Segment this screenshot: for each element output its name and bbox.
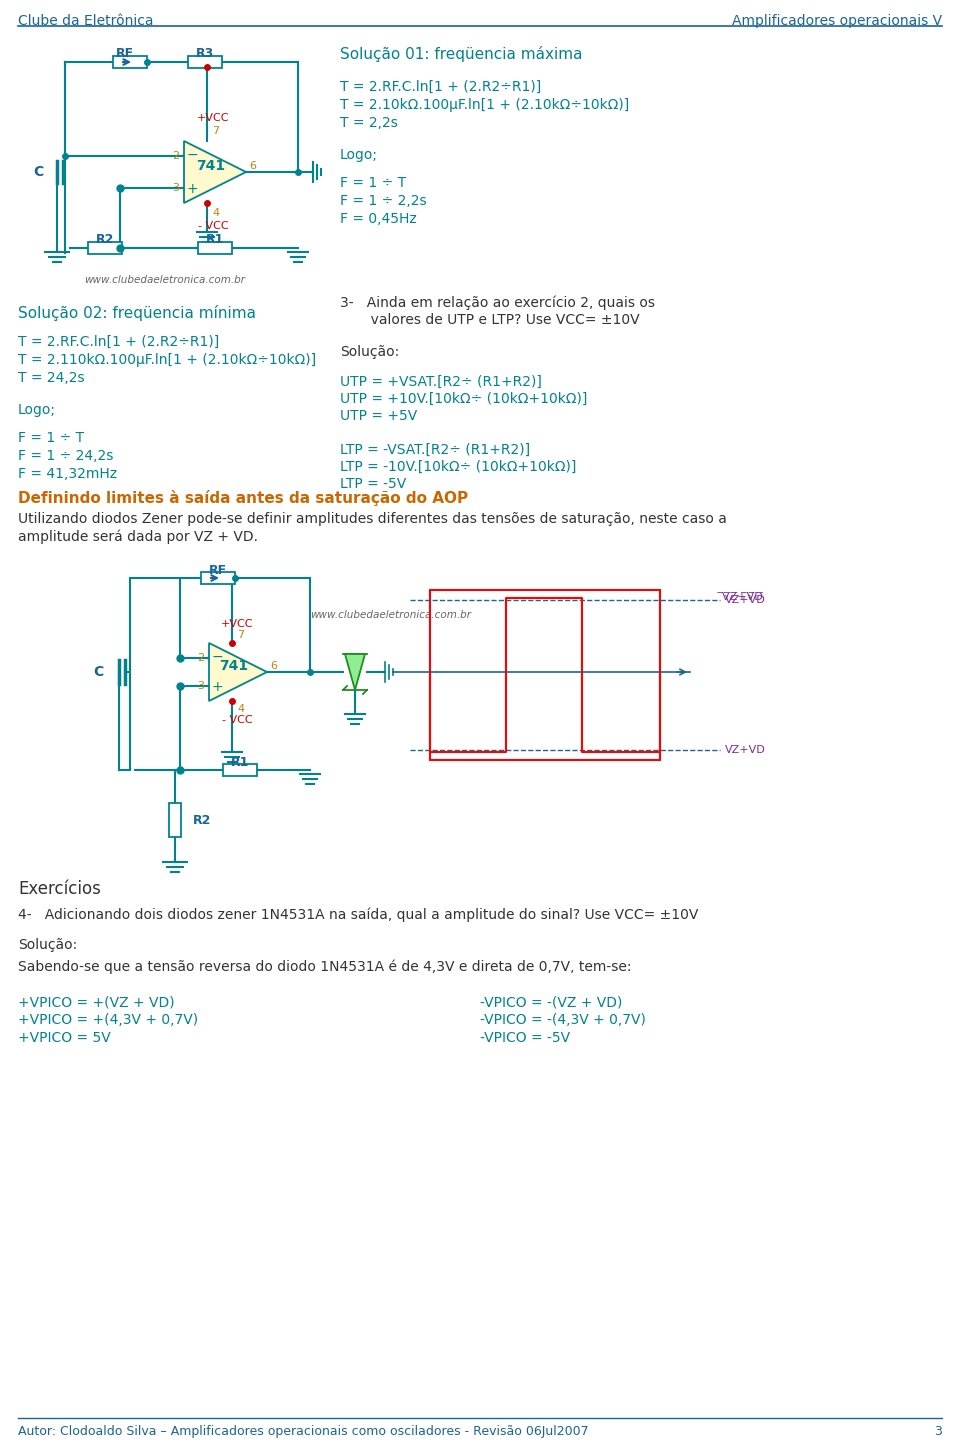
Text: +VPICO = +(4,3V + 0,7V): +VPICO = +(4,3V + 0,7V) — [18, 1013, 198, 1027]
Text: Solução:: Solução: — [340, 345, 399, 359]
Text: -VPICO = -(VZ + VD): -VPICO = -(VZ + VD) — [480, 996, 622, 1009]
Text: C: C — [93, 665, 103, 680]
Text: Definindo limites à saída antes da saturação do AOP: Definindo limites à saída antes da satur… — [18, 491, 468, 506]
Text: VZ+VD: VZ+VD — [725, 595, 766, 605]
Text: 3-   Ainda em relação ao exercício 2, quais os: 3- Ainda em relação ao exercício 2, quai… — [340, 294, 655, 309]
Text: UTP = +VSAT.[R2÷ (R1+R2)]: UTP = +VSAT.[R2÷ (R1+R2)] — [340, 375, 541, 390]
Text: amplitude será dada por VZ + VD.: amplitude será dada por VZ + VD. — [18, 530, 258, 544]
Text: Solução 02: freqüencia mínima: Solução 02: freqüencia mínima — [18, 304, 256, 320]
Text: 741: 741 — [197, 159, 226, 173]
Text: T = 2.RF.C.ln[1 + (2.R2÷R1)]: T = 2.RF.C.ln[1 + (2.R2÷R1)] — [18, 335, 219, 349]
Text: F = 41,32mHz: F = 41,32mHz — [18, 468, 117, 481]
Bar — [198, 242, 232, 254]
Text: C: C — [33, 165, 43, 179]
Text: F = 1 ÷ T: F = 1 ÷ T — [18, 431, 84, 444]
Text: UTP = +5V: UTP = +5V — [340, 408, 418, 423]
Text: Logo;: Logo; — [340, 149, 378, 162]
Text: T = 2.110kΩ.100μF.ln[1 + (2.10kΩ÷10kΩ)]: T = 2.110kΩ.100μF.ln[1 + (2.10kΩ÷10kΩ)] — [18, 354, 316, 367]
Text: LTP = -5V: LTP = -5V — [340, 478, 406, 491]
Text: R1: R1 — [205, 232, 225, 245]
Text: 4: 4 — [237, 704, 244, 714]
Text: T = 2,2s: T = 2,2s — [340, 115, 397, 130]
Text: R2: R2 — [96, 232, 114, 245]
Bar — [88, 242, 122, 254]
Text: T = 24,2s: T = 24,2s — [18, 371, 84, 385]
Text: 3: 3 — [934, 1426, 942, 1439]
Text: 2: 2 — [197, 654, 204, 662]
Text: F = 1 ÷ T: F = 1 ÷ T — [340, 176, 406, 190]
Text: Clube da Eletrônica: Clube da Eletrônica — [18, 14, 154, 27]
Text: -VPICO = -5V: -VPICO = -5V — [480, 1030, 570, 1045]
Text: F = 0,45Hz: F = 0,45Hz — [340, 212, 417, 227]
Text: Solução:: Solução: — [18, 938, 77, 952]
Text: F = 1 ÷ 24,2s: F = 1 ÷ 24,2s — [18, 449, 113, 463]
Text: R2: R2 — [193, 814, 211, 827]
Text: 4-   Adicionando dois diodos zener 1N4531A na saída, qual a amplitude do sinal? : 4- Adicionando dois diodos zener 1N4531A… — [18, 908, 698, 922]
Text: 7: 7 — [212, 126, 219, 136]
Text: 741: 741 — [220, 659, 249, 672]
Bar — [169, 802, 181, 837]
Text: UTP = +10V.[10kΩ÷ (10kΩ+10kΩ)]: UTP = +10V.[10kΩ÷ (10kΩ+10kΩ)] — [340, 392, 588, 405]
Text: T = 2.10kΩ.100μF.ln[1 + (2.10kΩ÷10kΩ)]: T = 2.10kΩ.100μF.ln[1 + (2.10kΩ÷10kΩ)] — [340, 98, 629, 113]
Text: +VPICO = +(VZ + VD): +VPICO = +(VZ + VD) — [18, 996, 175, 1009]
Text: +: + — [211, 680, 223, 694]
Text: 6: 6 — [270, 661, 277, 671]
Text: Exercícios: Exercícios — [18, 880, 101, 898]
Text: Utilizando diodos Zener pode-se definir amplitudes diferentes das tensões de sat: Utilizando diodos Zener pode-se definir … — [18, 512, 727, 527]
Text: 6: 6 — [249, 162, 256, 172]
Bar — [430, 590, 660, 760]
Polygon shape — [184, 141, 246, 203]
Text: LTP = -VSAT.[R2÷ (R1+R2)]: LTP = -VSAT.[R2÷ (R1+R2)] — [340, 443, 530, 457]
Text: Autor: Clodoaldo Silva – Amplificadores operacionais como osciladores - Revisão : Autor: Clodoaldo Silva – Amplificadores … — [18, 1426, 588, 1439]
Text: +VCC: +VCC — [221, 619, 253, 629]
Text: 2: 2 — [172, 152, 179, 162]
Polygon shape — [345, 654, 365, 690]
Text: - VCC: - VCC — [222, 714, 252, 724]
Text: 7: 7 — [237, 631, 244, 641]
Text: +VPICO = 5V: +VPICO = 5V — [18, 1030, 110, 1045]
Text: VZ+VD: VZ+VD — [725, 745, 766, 755]
Text: T = 2.RF.C.ln[1 + (2.R2÷R1)]: T = 2.RF.C.ln[1 + (2.R2÷R1)] — [340, 79, 541, 94]
Polygon shape — [209, 644, 267, 701]
Text: R3: R3 — [196, 48, 214, 61]
Bar — [113, 56, 147, 68]
Text: −: − — [186, 149, 198, 162]
Text: 3: 3 — [172, 183, 179, 193]
Text: -VPICO = -(4,3V + 0,7V): -VPICO = -(4,3V + 0,7V) — [480, 1013, 646, 1027]
Text: R1: R1 — [230, 756, 250, 769]
Text: Sabendo-se que a tensão reversa do diodo 1N4531A é de 4,3V e direta de 0,7V, tem: Sabendo-se que a tensão reversa do diodo… — [18, 960, 632, 974]
Text: +VCC: +VCC — [197, 113, 229, 123]
Text: −: − — [211, 649, 223, 664]
Bar — [188, 56, 222, 68]
Text: valores de UTP e LTP? Use VCC= ±10V: valores de UTP e LTP? Use VCC= ±10V — [340, 313, 639, 328]
Text: www.clubedaeletronica.com.br: www.clubedaeletronica.com.br — [310, 610, 471, 620]
Text: 4: 4 — [212, 208, 219, 218]
Text: LTP = -10V.[10kΩ÷ (10kΩ+10kΩ)]: LTP = -10V.[10kΩ÷ (10kΩ+10kΩ)] — [340, 460, 576, 473]
Text: - VCC: - VCC — [198, 221, 228, 231]
Bar — [201, 571, 235, 584]
Text: F = 1 ÷ 2,2s: F = 1 ÷ 2,2s — [340, 193, 426, 208]
Text: ̅V̅Z̅+̅V̅D̅: ̅V̅Z̅+̅V̅D̅ — [723, 592, 764, 602]
Text: Solução 01: freqüencia máxima: Solução 01: freqüencia máxima — [340, 46, 583, 62]
Text: +: + — [186, 182, 198, 196]
Bar — [223, 763, 257, 776]
Text: www.clubedaeletronica.com.br: www.clubedaeletronica.com.br — [84, 276, 246, 286]
Text: 3: 3 — [197, 681, 204, 691]
Text: Logo;: Logo; — [18, 403, 56, 417]
Text: RF: RF — [209, 564, 228, 577]
Text: RF: RF — [116, 48, 134, 61]
Text: Amplificadores operacionais V: Amplificadores operacionais V — [732, 14, 942, 27]
